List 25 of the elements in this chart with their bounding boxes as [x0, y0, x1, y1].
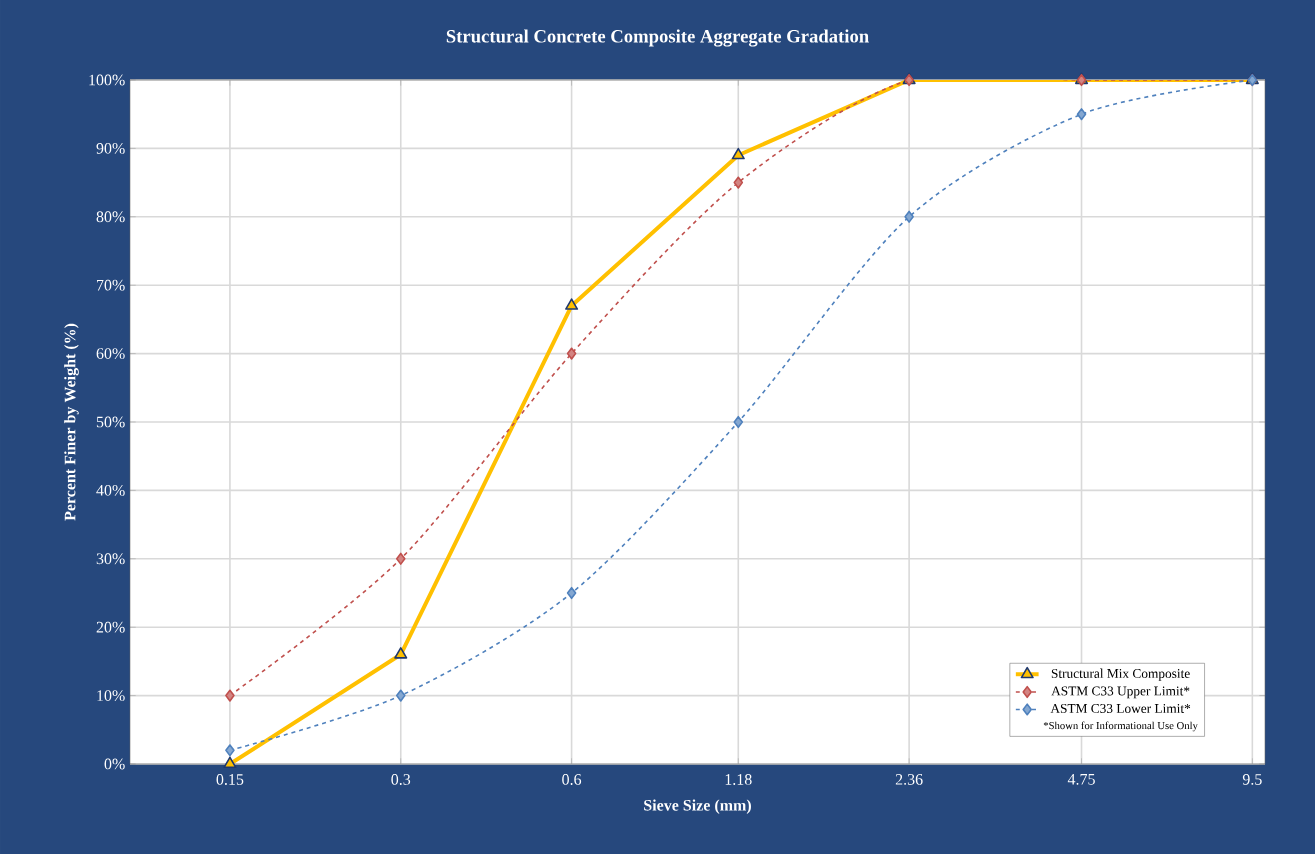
y-tick-label: 70% [97, 279, 125, 291]
legend-label: Structural Mix Composite [1051, 668, 1190, 681]
y-tick-label: 80% [96, 211, 125, 223]
y-tick-label: 10% [97, 690, 125, 702]
x-tick-label: 4.75 [1067, 774, 1095, 785]
y-tick-label: 20% [96, 621, 125, 633]
x-tick-label: 1.18 [725, 774, 752, 785]
x-tick-label: 0.15 [216, 774, 244, 785]
y-tick-label: 50% [96, 416, 125, 428]
chart-title: Structural Concrete Composite Aggregate Gradation [446, 29, 869, 47]
x-tick-label: 0.6 [562, 774, 582, 785]
y-tick-label: 0% [104, 758, 125, 770]
annotation: *Shown for Informational Use Only [1043, 721, 1198, 732]
x-tick-label: 2.36 [895, 774, 923, 785]
x-axis-title: Sieve Size (mm) [644, 799, 751, 814]
y-tick-label: 30% [96, 553, 125, 565]
y-tick-label: 40% [96, 484, 125, 496]
legend-label: ASTM C33 Lower Limit* [1050, 704, 1191, 713]
y-tick-label: 90% [96, 142, 125, 154]
y-axis-title: Percent Finer by Weight (%) [64, 323, 79, 521]
x-tick-label: 9.5 [1242, 774, 1262, 785]
x-tick-label: 0.3 [391, 774, 411, 785]
y-tick-label: 100% [89, 74, 125, 86]
y-tick-label: 60% [96, 348, 125, 360]
legend-label: ASTM C33 Upper Limit* [1051, 686, 1190, 699]
